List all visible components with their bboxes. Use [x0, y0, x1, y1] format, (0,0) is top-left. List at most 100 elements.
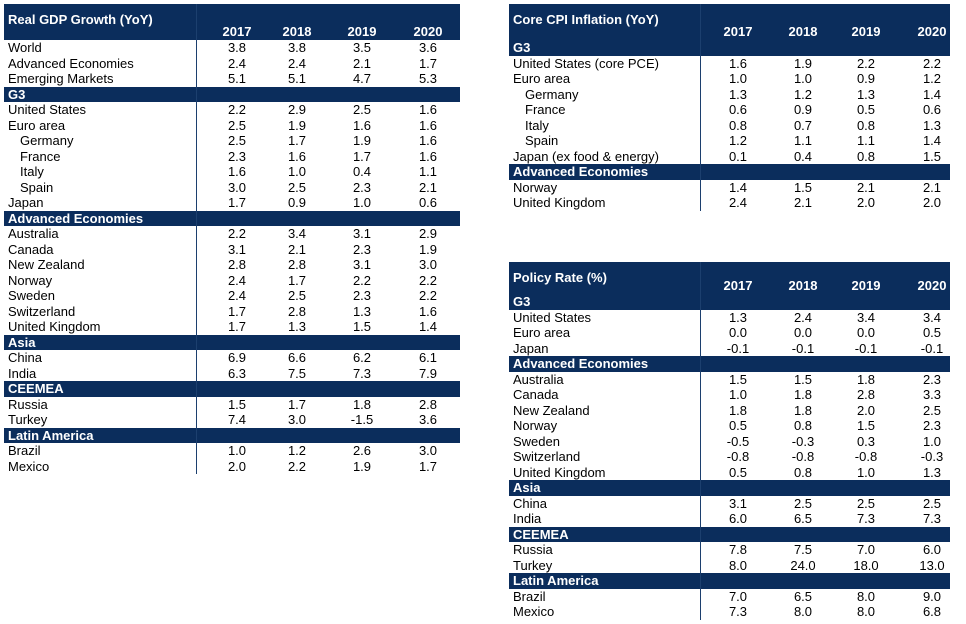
value-cell: 1.6	[418, 102, 438, 117]
value-cell: 2.2	[227, 102, 247, 117]
row-label: Switzerland	[513, 449, 581, 464]
row-label: India	[513, 511, 542, 526]
value-cell: 2.8	[418, 396, 438, 412]
section-label: Latin America	[8, 427, 94, 443]
value-cell: 6.0	[728, 511, 748, 526]
value-cell: 3.1	[728, 495, 748, 511]
value-cell: -0.1	[726, 340, 750, 356]
value-cell: 0.0	[856, 325, 876, 340]
value-cell: 1.2	[793, 86, 813, 102]
table-title: Real GDP Growth (YoY)	[8, 12, 153, 27]
value-cell: 1.9	[793, 55, 813, 71]
year-header: 2020	[917, 24, 947, 39]
value-cell: 0.4	[793, 148, 813, 164]
table-row: Russia 7.8 7.5 7.0 6.0	[509, 542, 950, 558]
table-row: Spain 3.0 2.5 2.3 2.1	[4, 180, 460, 196]
value-cell: 0.6	[418, 195, 438, 210]
value-cell: 2.8	[287, 257, 307, 272]
table-row: World 3.8 3.8 3.5 3.6	[4, 40, 460, 56]
value-cell: 2.3	[352, 288, 372, 303]
value-cell: 1.9	[418, 241, 438, 257]
value-cell: 0.5	[856, 102, 876, 117]
section-label: Latin America	[513, 573, 599, 588]
value-cell: 3.4	[287, 226, 307, 241]
value-cell: 5.1	[287, 71, 307, 86]
value-cell: 2.0	[922, 195, 942, 210]
value-cell: 2.4	[728, 195, 748, 210]
value-cell: 1.4	[922, 133, 942, 148]
row-label: New Zealand	[513, 402, 590, 418]
row-label: United States (core PCE)	[513, 55, 659, 71]
value-cell: 0.4	[352, 164, 372, 179]
section-label: Asia	[8, 334, 36, 350]
value-cell: -0.1	[920, 340, 944, 356]
value-cell: 2.6	[352, 443, 372, 458]
value-cell: 1.8	[856, 371, 876, 387]
value-cell: -0.1	[854, 340, 878, 356]
value-cell: 1.0	[728, 71, 748, 86]
value-cell: 2.0	[227, 458, 247, 474]
value-cell: 1.0	[922, 433, 942, 449]
section-label: G3	[513, 294, 531, 309]
value-cell: 2.5	[922, 495, 942, 511]
value-cell: 1.6	[287, 148, 307, 164]
row-label: Spain	[525, 133, 559, 148]
value-cell: 0.3	[856, 433, 876, 449]
value-cell: 1.7	[287, 133, 307, 148]
value-cell: 7.8	[728, 542, 748, 557]
row-label: Canada	[513, 387, 559, 402]
row-label: Australia	[513, 371, 564, 387]
table-row: New Zealand 1.8 1.8 2.0 2.5	[509, 403, 950, 419]
table-row: Switzerland 1.7 2.8 1.3 1.6	[4, 304, 460, 320]
table-body: G3 United States 1.3 2.4 3.4 3.4 Euro area 0.0 0…	[509, 294, 950, 620]
table-row: Turkey 7.4 3.0 -1.5 3.6	[4, 412, 460, 428]
value-cell: 0.8	[728, 117, 748, 133]
table-row: Germany 2.5 1.7 1.9 1.6	[4, 133, 460, 149]
row-label: United Kingdom	[8, 319, 101, 334]
value-cell: 2.5	[922, 402, 942, 418]
value-cell: 1.9	[352, 133, 372, 148]
table-row: United Kingdom 2.4 2.1 2.0 2.0	[509, 195, 950, 211]
value-cell: 3.6	[418, 40, 438, 55]
value-cell: 2.1	[287, 241, 307, 257]
value-cell: 1.6	[418, 117, 438, 133]
table-row: Brazil 1.0 1.2 2.6 3.0	[4, 443, 460, 459]
column-divider	[700, 262, 701, 620]
value-cell: 1.4	[418, 319, 438, 334]
value-cell: 1.0	[287, 164, 307, 179]
row-label: United States	[513, 309, 592, 325]
value-cell: 1.6	[418, 148, 438, 164]
value-cell: 2.5	[793, 495, 813, 511]
value-cell: 2.5	[287, 179, 307, 195]
value-cell: 1.3	[922, 464, 942, 480]
value-cell: 1.3	[287, 319, 307, 334]
value-cell: 0.8	[856, 148, 876, 164]
year-header: 2017	[222, 24, 252, 39]
table-row: Emerging Markets 5.1 5.1 4.7 5.3	[4, 71, 460, 87]
section-header: CEEMEA	[4, 381, 460, 397]
table-row: United States 1.3 2.4 3.4 3.4	[509, 310, 950, 326]
value-cell: 3.0	[418, 257, 438, 272]
row-label: Norway	[513, 418, 558, 433]
value-cell: 2.8	[856, 387, 876, 402]
section-label: G3	[513, 40, 531, 55]
value-cell: 4.7	[352, 71, 372, 86]
value-cell: 2.5	[227, 133, 247, 148]
value-cell: 1.7	[287, 396, 307, 412]
row-label: Spain	[20, 179, 54, 195]
value-cell: 2.1	[922, 179, 942, 195]
table-row: Italy 0.8 0.7 0.8 1.3	[509, 118, 950, 134]
value-cell: 1.7	[287, 272, 307, 288]
table-row: Norway 0.5 0.8 1.5 2.3	[509, 418, 950, 434]
row-label: Norway	[513, 179, 558, 195]
row-label: China	[8, 350, 42, 365]
value-cell: 1.5	[793, 371, 813, 387]
table-row: Advanced Economies 2.4 2.4 2.1 1.7	[4, 56, 460, 72]
value-cell: 1.6	[728, 55, 748, 71]
value-cell: 2.1	[352, 55, 372, 71]
table-row: India 6.3 7.5 7.3 7.9	[4, 366, 460, 382]
value-cell: 2.0	[856, 402, 876, 418]
value-cell: 1.3	[728, 309, 748, 325]
value-cell: 2.9	[287, 102, 307, 117]
value-cell: 5.3	[418, 71, 438, 86]
